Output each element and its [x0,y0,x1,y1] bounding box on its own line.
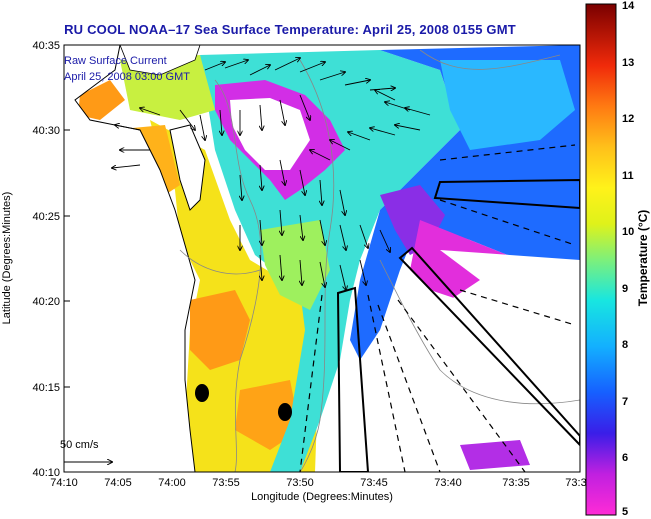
y-tick-label: 40:35 [32,40,60,52]
land-sandy-hook [169,124,206,211]
x-tick-label: 73:45 [360,477,388,489]
sst-cold-patch-core [230,98,310,170]
no-data-purple-strip [460,440,530,470]
x-tick-label: 73:3 [565,477,586,489]
colorbar-ticks: 14 13 12 11 10 9 8 7 6 5 [622,0,635,518]
x-tick-label: 73:35 [502,477,530,489]
coastline [74,45,196,472]
colorbar [585,3,617,516]
sst-orange-southern [235,380,300,450]
y-axis-label: Latitude (Degrees:Minutes) [1,192,13,325]
sst-green-region [260,220,330,310]
current-vectors [112,58,431,290]
legend-line1: Raw Surface Current [64,55,167,67]
boundary-outlines [336,178,580,472]
y-tick-label: 40:10 [32,467,60,479]
x-tick-label: 74:00 [158,477,186,489]
scale-label: 50 cm/s [60,439,99,451]
colorbar-label: Temperature (°C) [636,210,650,307]
y-tick-label: 40:30 [32,125,60,137]
sst-orange-patch [190,290,250,370]
sst-map [64,45,580,472]
legend-line2: April 25, 2008 03:00 GMT [64,71,190,83]
x-tick-label: 74:05 [104,477,132,489]
x-tick-label: 73:40 [434,477,462,489]
sst-orange-patch-coast [78,80,125,120]
map-frame [63,44,581,473]
colorbar-tick-label: 9 [622,283,628,295]
colorbar-tick-label: 7 [622,396,628,408]
land-north-shore [119,45,201,76]
y-axis: 40:35 40:30 40:25 40:20 40:15 40:10 [32,40,70,479]
sample-point [278,403,292,421]
x-tick-label: 73:55 [212,477,240,489]
y-tick-label: 40:25 [32,211,60,223]
colorbar-tick-label: 10 [622,226,634,238]
colorbar-tick-label: 12 [622,113,634,125]
colorbar-tick-label: 11 [622,170,634,182]
colorbar-tick-label: 8 [622,339,628,351]
colorbar-tick-label: 14 [622,0,635,12]
colorbar-tick-label: 6 [622,452,628,464]
sample-point [195,384,209,402]
land-nj-coast [64,45,195,472]
colorbar-tick-label: 13 [622,57,634,69]
no-data-east [380,250,580,472]
x-tick-label: 73:50 [286,477,314,489]
dashed-outlines [299,144,576,472]
x-axis-label: Longitude (Degrees:Minutes) [251,491,393,503]
y-tick-label: 40:20 [32,296,60,308]
y-tick-label: 40:15 [32,382,60,394]
map-title: RU COOL NOAA–17 Sea Surface Temperature:… [64,22,516,37]
colorbar-tick-label: 5 [622,506,628,518]
x-axis: 74:10 74:05 74:00 73:55 73:50 73:45 73:4… [50,477,586,489]
x-tick-label: 74:10 [50,477,78,489]
sst-lightblue-region [440,60,575,150]
